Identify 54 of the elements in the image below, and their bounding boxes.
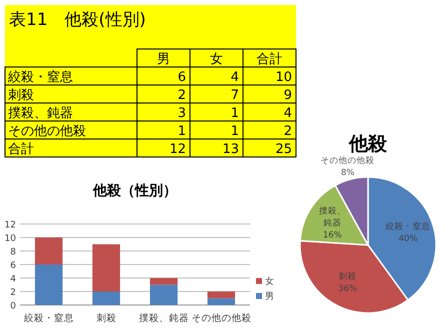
data-label: 4 xyxy=(230,70,239,85)
bar xyxy=(207,292,236,298)
x-tick-label: 女 xyxy=(210,52,223,67)
data-label: 3 xyxy=(178,106,186,121)
data-label: 40% xyxy=(398,234,418,244)
x-tick-label: 男 xyxy=(157,52,170,67)
bar xyxy=(92,292,120,305)
legend-label: 女 xyxy=(265,276,274,287)
y-tick-label: 絞殺・窒息 xyxy=(7,69,73,85)
data-label: 13 xyxy=(222,142,239,157)
chart-title: 表11 他殺(性別) xyxy=(9,10,146,30)
slice-label: 撲殺、鈍器 xyxy=(318,205,346,228)
x-tick-label: 撲殺、鈍器 xyxy=(138,312,189,324)
data-label: 25 xyxy=(275,142,292,157)
y-tick-label: 10 xyxy=(4,234,16,244)
slice-label: その他の他殺 xyxy=(320,154,375,166)
data-label: 9 xyxy=(284,88,292,103)
y-tick-label: 0 xyxy=(10,302,16,312)
y-tick-label: 6 xyxy=(10,261,16,271)
legend-label: 男 xyxy=(265,291,274,302)
data-label: 36% xyxy=(338,284,358,294)
data-label: 12 xyxy=(169,142,186,157)
y-tick-label: 12 xyxy=(4,220,16,230)
y-tick-label: 合計 xyxy=(8,142,34,157)
data-label: 1 xyxy=(230,124,239,139)
x-tick-label: 合計 xyxy=(256,52,282,67)
bar xyxy=(207,298,236,305)
chart-title: 他殺（性別） xyxy=(92,183,177,199)
bar xyxy=(34,264,63,305)
x-tick-label: 刺殺 xyxy=(96,312,116,324)
data-label: 16% xyxy=(322,230,342,240)
y-tick-label: その他の他殺 xyxy=(8,124,86,139)
slice-label: 絞殺・窒息 xyxy=(384,220,431,232)
chart-title: 他殺 xyxy=(348,133,388,155)
data-label: 4 xyxy=(284,106,292,121)
data-label: 1 xyxy=(178,124,186,139)
data-label: 7 xyxy=(230,88,239,103)
y-tick-label: 撲殺、鈍器 xyxy=(8,106,73,121)
y-tick-label: 刺殺 xyxy=(8,88,34,103)
x-tick-label: その他の他殺 xyxy=(191,312,252,324)
y-tick-label: 8 xyxy=(10,248,16,258)
bar xyxy=(150,284,178,305)
slice-label: 刺殺 xyxy=(338,270,357,282)
bar xyxy=(92,244,120,292)
bar xyxy=(150,278,178,285)
data-label: 2 xyxy=(178,88,186,103)
data-label: 10 xyxy=(275,70,292,85)
data-label: 2 xyxy=(284,124,292,139)
bar xyxy=(34,238,63,264)
data-label: 1 xyxy=(230,106,239,121)
data-label: 6 xyxy=(178,70,186,85)
y-tick-label: 2 xyxy=(10,288,16,298)
data-label: 8% xyxy=(340,168,354,178)
y-tick-label: 4 xyxy=(10,274,16,284)
